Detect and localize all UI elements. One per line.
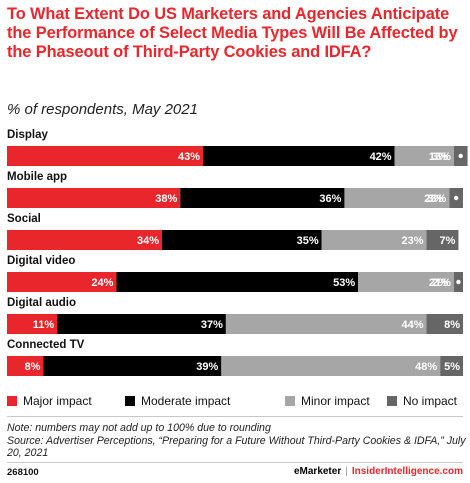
source-text: Source: Advertiser Perceptions, “Prepari… — [7, 434, 466, 460]
data-label-marker-no-impact-display — [458, 153, 463, 159]
bar-segment-no-impact-connected-tv — [440, 356, 463, 376]
legend-swatch-major-impact — [7, 396, 17, 406]
bar-segment-minor-impact-digital-video — [358, 272, 454, 292]
bar-segment-major-impact-digital-video — [7, 272, 117, 292]
bar-segment-minor-impact-mobile-app — [344, 188, 450, 208]
data-label-moderate-impact-display: 42% — [370, 151, 392, 163]
data-label-moderate-impact-digital-video: 53% — [333, 277, 355, 289]
data-label-no-impact-digital-audio: 8% — [444, 319, 460, 331]
brand-emarketer: eMarketer — [293, 466, 342, 477]
legend-swatch-no-impact — [387, 396, 397, 406]
bar-row-digital-audio: Digital audio 11% 37% 44% 8% — [7, 297, 463, 334]
chart-id: 268100 — [7, 467, 39, 478]
category-label-social: Social — [7, 213, 41, 225]
legend-item-moderate-impact: Moderate impact — [125, 394, 230, 408]
bar-segment-minor-impact-social — [321, 230, 427, 250]
legend-label-no-impact: No impact — [403, 394, 458, 408]
data-label-minor-impact-social: 23% — [401, 235, 423, 247]
bar-row-social: Social 34% 35% 23% 7% — [7, 213, 459, 250]
brand-separator: | — [345, 466, 348, 477]
legend-divider — [7, 416, 463, 417]
footer-divider — [7, 462, 463, 463]
brand-insider-intelligence: InsiderIntelligence.com — [351, 466, 463, 477]
bar-segment-moderate-impact-connected-tv — [43, 356, 222, 376]
data-label-major-impact-connected-tv: 8% — [25, 361, 41, 373]
bar-segment-major-impact-display — [7, 146, 204, 166]
category-label-connected-tv: Connected TV — [7, 339, 85, 351]
bar-row-display: Display 43% 42% 13%3% — [7, 129, 468, 166]
bar-segment-major-impact-digital-audio — [7, 314, 58, 334]
data-label-moderate-impact-digital-audio: 37% — [201, 319, 223, 331]
bar-segment-minor-impact-display — [394, 146, 454, 166]
data-label-no-impact-digital-video: 2% — [432, 277, 448, 289]
bar-segment-minor-impact-digital-audio — [225, 314, 427, 334]
bar-segment-minor-impact-connected-tv — [221, 356, 441, 376]
bar-segment-moderate-impact-social — [162, 230, 322, 250]
bar-segment-no-impact-social — [426, 230, 459, 250]
bar-segment-moderate-impact-digital-video — [116, 272, 359, 292]
legend-swatch-minor-impact — [285, 396, 295, 406]
legend-item-no-impact: No impact — [387, 394, 457, 408]
data-label-major-impact-digital-video: 24% — [91, 277, 113, 289]
data-label-no-impact-social: 7% — [440, 235, 456, 247]
data-label-marker-no-impact-mobile-app — [453, 195, 459, 201]
data-label-moderate-impact-mobile-app: 36% — [319, 193, 341, 205]
legend-label-minor-impact: Minor impact — [301, 394, 370, 408]
note-text: Note: numbers may not add up to 100% due… — [7, 422, 271, 434]
data-label-minor-impact-digital-video: 21% — [429, 277, 451, 289]
data-label-minor-impact-digital-audio: 44% — [401, 319, 423, 331]
category-label-mobile-app: Mobile app — [7, 171, 67, 183]
data-label-major-impact-display: 43% — [178, 151, 200, 163]
bar-row-connected-tv: Connected TV 8% 39% 48% 5% — [7, 339, 463, 376]
data-label-minor-impact-display: 13% — [429, 151, 451, 163]
legend-label-moderate-impact: Moderate impact — [141, 394, 231, 408]
chart-subtitle: % of respondents, May 2021 — [7, 101, 198, 118]
data-label-major-impact-digital-audio: 11% — [33, 319, 55, 331]
data-label-marker-no-impact-digital-video — [456, 279, 461, 285]
data-label-major-impact-social: 34% — [137, 235, 159, 247]
legend-label-major-impact: Major impact — [23, 394, 92, 408]
data-label-no-impact-mobile-app: 3% — [427, 193, 443, 205]
legend-swatch-moderate-impact — [125, 396, 135, 406]
legend-item-minor-impact: Minor impact — [285, 394, 370, 408]
data-label-minor-impact-connected-tv: 48% — [415, 361, 437, 373]
category-label-digital-audio: Digital audio — [7, 297, 76, 309]
bar-segment-moderate-impact-display — [203, 146, 395, 166]
data-label-no-impact-display: 3% — [432, 151, 448, 163]
chart-notes: Note: numbers may not add up to 100% due… — [7, 422, 467, 460]
data-label-minor-impact-mobile-app: 23% — [424, 193, 446, 205]
bar-segment-major-impact-social — [7, 230, 163, 250]
data-label-no-impact-connected-tv: 5% — [444, 361, 460, 373]
footer-brand: eMarketer | InsiderIntelligence.com — [294, 466, 463, 477]
data-label-moderate-impact-connected-tv: 39% — [196, 361, 218, 373]
data-label-major-impact-mobile-app: 38% — [155, 193, 177, 205]
category-label-display: Display — [7, 129, 49, 141]
bar-segment-moderate-impact-digital-audio — [57, 314, 226, 334]
chart-title: To What Extent Do US Marketers and Agenc… — [7, 5, 458, 61]
data-label-moderate-impact-social: 35% — [297, 235, 319, 247]
bar-segment-no-impact-digital-audio — [426, 314, 463, 334]
legend-item-major-impact: Major impact — [7, 394, 92, 408]
bar-segment-moderate-impact-mobile-app — [180, 188, 345, 208]
bar-segment-major-impact-connected-tv — [7, 356, 44, 376]
bar-row-mobile-app: Mobile app 38% 36% 23%3% — [7, 171, 463, 208]
bar-segment-major-impact-mobile-app — [7, 188, 181, 208]
chart-legend: Major impact Moderate impact Minor impact N… — [7, 394, 467, 408]
category-label-digital-video: Digital video — [7, 255, 75, 267]
bar-row-digital-video: Digital video 24% 53% 21%2% — [7, 255, 463, 292]
